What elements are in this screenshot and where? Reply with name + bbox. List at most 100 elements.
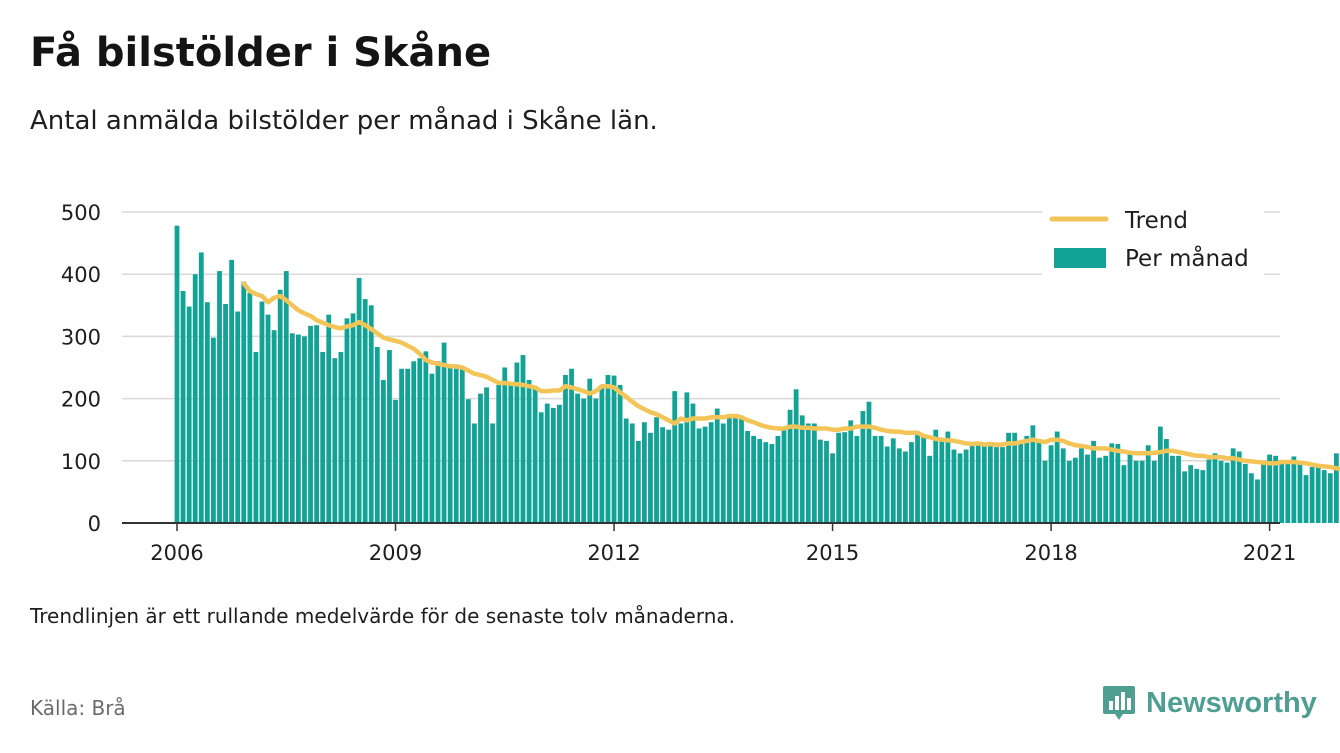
bar [1303, 475, 1309, 523]
bar [186, 306, 192, 523]
bar [1218, 460, 1224, 523]
chart-title: Få bilstölder i Skåne [30, 30, 492, 76]
bar [866, 401, 872, 523]
y-tick-label: 200 [61, 388, 101, 412]
bar [1194, 468, 1200, 523]
bar [593, 398, 599, 523]
bar [174, 225, 180, 523]
bar [1261, 463, 1266, 523]
bar [1006, 432, 1011, 523]
bar [575, 393, 581, 523]
bar [1072, 457, 1078, 523]
bar [951, 449, 957, 523]
bar [757, 439, 763, 523]
bar [472, 423, 477, 523]
bar [1085, 454, 1090, 523]
bar [957, 453, 963, 523]
bar [769, 444, 775, 523]
y-tick-label: 300 [61, 325, 101, 349]
bar [690, 403, 696, 523]
bar [1066, 460, 1072, 523]
bar [393, 399, 398, 523]
bar [1139, 460, 1145, 523]
bar [1188, 465, 1194, 523]
bar [447, 364, 453, 523]
bar [629, 423, 635, 523]
brand-name: Newsworthy [1146, 686, 1317, 719]
bar [544, 403, 550, 523]
bar [1200, 470, 1206, 523]
bar [1236, 451, 1242, 523]
bar [909, 442, 914, 523]
bar [684, 392, 690, 523]
bar [1018, 443, 1024, 523]
bar [411, 361, 417, 523]
bar [265, 314, 271, 523]
bar [259, 301, 265, 523]
bar [720, 423, 726, 523]
bar [969, 445, 975, 523]
bar [890, 438, 896, 523]
bar [405, 368, 411, 523]
bar [490, 423, 496, 523]
bar [696, 428, 702, 523]
bar [1273, 455, 1279, 523]
x-axis-ticks: 2006200920122015201820212023 [150, 523, 1296, 565]
bar [283, 271, 289, 523]
bar [975, 442, 981, 523]
bar [429, 373, 435, 523]
bar [781, 429, 787, 523]
footnote: Trendlinjen är ett rullande medelvärde f… [30, 604, 736, 628]
bar [1127, 454, 1133, 523]
bar [842, 432, 848, 523]
bar [502, 367, 508, 523]
bar [1133, 460, 1139, 523]
bar [1285, 463, 1291, 523]
bar [1079, 448, 1084, 523]
bar [702, 426, 708, 523]
bar-chart-speech-bubble-icon [1103, 686, 1135, 720]
y-axis-ticks: 0 100 200 300 400 500 [61, 201, 101, 536]
bar [1060, 448, 1066, 523]
legend-bars-swatch [1054, 248, 1106, 268]
bar [1103, 455, 1109, 523]
bar [1145, 445, 1151, 523]
bar [739, 416, 744, 523]
bar [708, 422, 714, 523]
bar-series-per-manad [174, 225, 1339, 523]
legend-trend-label: Trend [1124, 208, 1188, 234]
bar [787, 409, 793, 523]
brand-logo: Newsworthy [1102, 684, 1317, 722]
bar [1242, 463, 1248, 523]
bar [981, 445, 987, 523]
legend-bars-label: Per månad [1125, 244, 1249, 272]
bar [569, 368, 574, 523]
bar [235, 311, 241, 523]
bar [1255, 479, 1260, 523]
bar [362, 299, 368, 523]
source-credit: Källa: Brå [30, 696, 126, 720]
bar [1164, 439, 1169, 523]
bar [854, 435, 860, 523]
bar [1121, 465, 1127, 523]
bar [617, 384, 623, 523]
bar [581, 398, 587, 523]
bar [1291, 456, 1297, 523]
trend-line [241, 281, 1340, 472]
bar [496, 384, 502, 523]
bar [635, 440, 641, 523]
bar [836, 432, 842, 523]
bar [435, 361, 441, 523]
bar [289, 333, 295, 523]
bar [441, 342, 447, 523]
bar [399, 368, 404, 523]
bar [896, 448, 902, 523]
bar [848, 420, 854, 523]
bar [963, 449, 969, 523]
bar [229, 259, 235, 523]
bar [994, 447, 999, 523]
bar [830, 453, 835, 523]
bar [1109, 443, 1115, 523]
bar [726, 414, 732, 523]
bar [903, 451, 908, 523]
